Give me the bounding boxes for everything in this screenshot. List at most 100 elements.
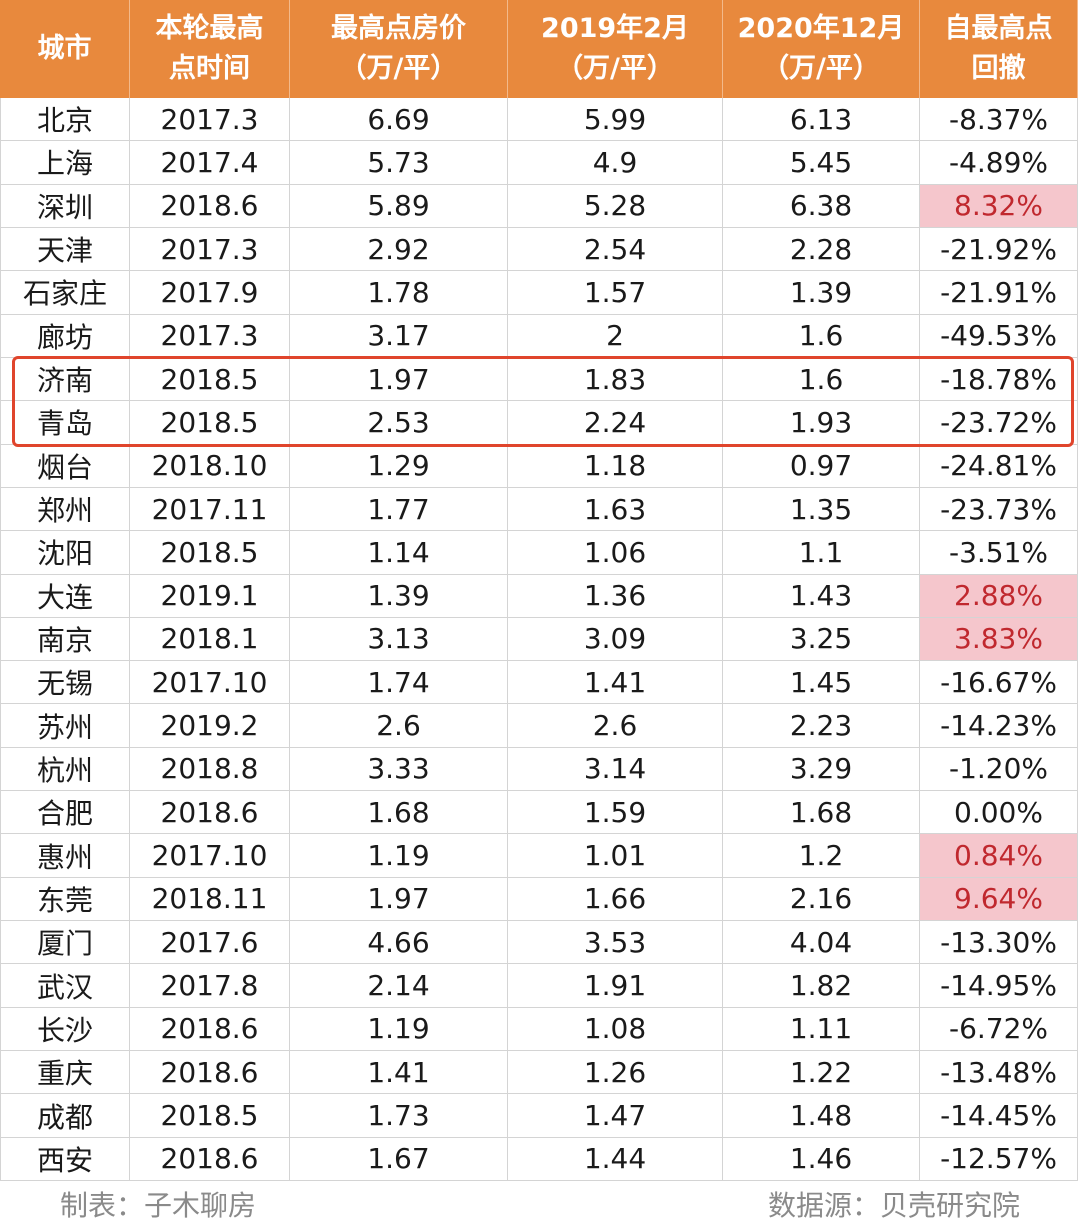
table-cell: 南京 — [0, 617, 130, 662]
table-cell: 2 — [508, 314, 723, 358]
table-cell: 3.29 — [723, 747, 920, 792]
table-cell: 2.92 — [290, 227, 508, 272]
table-cell: 合肥 — [0, 791, 130, 835]
header-cell: 自最高点 回撤 — [920, 0, 1078, 98]
table-cell: 大连 — [0, 574, 130, 618]
header-text: 自最高点 — [944, 13, 1053, 44]
table-cell: 1.68 — [290, 791, 508, 835]
table-cell: 2.14 — [290, 964, 508, 1008]
table-cell: 2.24 — [508, 401, 723, 445]
table-cell: 1.47 — [508, 1094, 723, 1138]
table-cell: 2018.6 — [130, 791, 290, 835]
table-cell: 2017.8 — [130, 964, 290, 1008]
header-cell: 本轮最高 点时间 — [130, 0, 290, 98]
table-cell: 5.99 — [508, 98, 723, 142]
table-cell: 2017.3 — [130, 314, 290, 358]
table-cell: 烟台 — [0, 444, 130, 488]
table-cell: 1.57 — [508, 271, 723, 315]
table-cell: 东莞 — [0, 877, 130, 922]
table-cell: 2018.6 — [130, 1137, 290, 1181]
table-cell: -4.89% — [920, 141, 1078, 185]
table-cell: 2017.11 — [130, 487, 290, 532]
table-cell: 沈阳 — [0, 531, 130, 575]
table-cell: -13.30% — [920, 921, 1078, 965]
table-cell: 1.39 — [723, 271, 920, 315]
table-cell: 3.33 — [290, 747, 508, 792]
table-cell: 9.64% — [920, 877, 1078, 922]
table-cell: 2017.10 — [130, 661, 290, 705]
table-cell: 2018.8 — [130, 747, 290, 792]
table-cell: 1.63 — [508, 487, 723, 532]
table-cell: 1.39 — [290, 574, 508, 618]
table-cell: 6.13 — [723, 98, 920, 142]
table-cell: 长沙 — [0, 1007, 130, 1052]
table-cell: -24.81% — [920, 444, 1078, 488]
table-cell: 2017.3 — [130, 98, 290, 142]
table-cell: 1.11 — [723, 1007, 920, 1052]
table-cell: 2018.10 — [130, 444, 290, 488]
footer-source: 数据源：贝壳研究院 — [767, 1189, 1020, 1222]
table-cell: 杭州 — [0, 747, 130, 792]
table-cell: 1.77 — [290, 487, 508, 532]
table-cell: 2018.1 — [130, 617, 290, 662]
table-cell: 2018.11 — [130, 877, 290, 922]
table-cell: 苏州 — [0, 704, 130, 748]
table-cell: 深圳 — [0, 184, 130, 228]
table-cell: 重庆 — [0, 1051, 130, 1095]
table-cell: 成都 — [0, 1094, 130, 1138]
table-cell: 5.73 — [290, 141, 508, 185]
table-cell: 2018.6 — [130, 1051, 290, 1095]
table-cell: 2017.6 — [130, 921, 290, 965]
table-cell: 无锡 — [0, 661, 130, 705]
table-cell: 2017.10 — [130, 834, 290, 878]
table-cell: 1.78 — [290, 271, 508, 315]
highlight-box — [12, 355, 1074, 447]
header-cell: 最高点房价 （万/平） — [290, 0, 508, 98]
table-cell: 5.28 — [508, 184, 723, 228]
table-cell: 2.16 — [723, 877, 920, 922]
table-cell: 2018.5 — [130, 1094, 290, 1138]
table-cell: 3.83% — [920, 617, 1078, 662]
header-text: 2019年2月 — [541, 13, 689, 44]
table-cell: 1.41 — [508, 661, 723, 705]
table-cell: 3.14 — [508, 747, 723, 792]
header-text: 点时间 — [169, 53, 250, 84]
table-cell: 1.35 — [723, 487, 920, 532]
table-cell: 郑州 — [0, 487, 130, 532]
table-cell: 2017.4 — [130, 141, 290, 185]
table-cell: 5.89 — [290, 184, 508, 228]
table-cell: 1.01 — [508, 834, 723, 878]
table-cell: 2.28 — [723, 227, 920, 272]
header-text: 回撤 — [971, 53, 1026, 84]
header-text: （万/平） — [339, 53, 458, 84]
table-cell: 1.45 — [723, 661, 920, 705]
table-cell: 1.2 — [723, 834, 920, 878]
table-cell: 2017.3 — [130, 227, 290, 272]
table-cell: -14.23% — [920, 704, 1078, 748]
table-cell: 武汉 — [0, 964, 130, 1008]
header-text: 2020年12月 — [737, 13, 905, 44]
table-cell: 1.66 — [508, 877, 723, 922]
table-cell: 1.1 — [723, 531, 920, 575]
table-cell: 1.14 — [290, 531, 508, 575]
table-cell: 1.19 — [290, 1007, 508, 1052]
table-cell: 天津 — [0, 227, 130, 272]
footer-note: 制表：子木聊房 — [60, 1189, 257, 1222]
table-cell: -8.37% — [920, 98, 1078, 142]
table-cell: 1.29 — [290, 444, 508, 488]
table-cell: 2017.9 — [130, 271, 290, 315]
table-cell: 1.26 — [508, 1051, 723, 1095]
table-cell: 1.59 — [508, 791, 723, 835]
table-cell: 3.25 — [723, 617, 920, 662]
table-cell: 惠州 — [0, 834, 130, 878]
header-text: （万/平） — [762, 53, 880, 84]
table-cell: 1.44 — [508, 1137, 723, 1181]
table-cell: 2019.1 — [130, 574, 290, 618]
table-cell: 1.73 — [290, 1094, 508, 1138]
table-cell: 1.46 — [723, 1137, 920, 1181]
table-cell: 2018.5 — [130, 531, 290, 575]
header-cell: 2020年12月 （万/平） — [723, 0, 920, 98]
header-cell: 城市 — [0, 0, 130, 98]
